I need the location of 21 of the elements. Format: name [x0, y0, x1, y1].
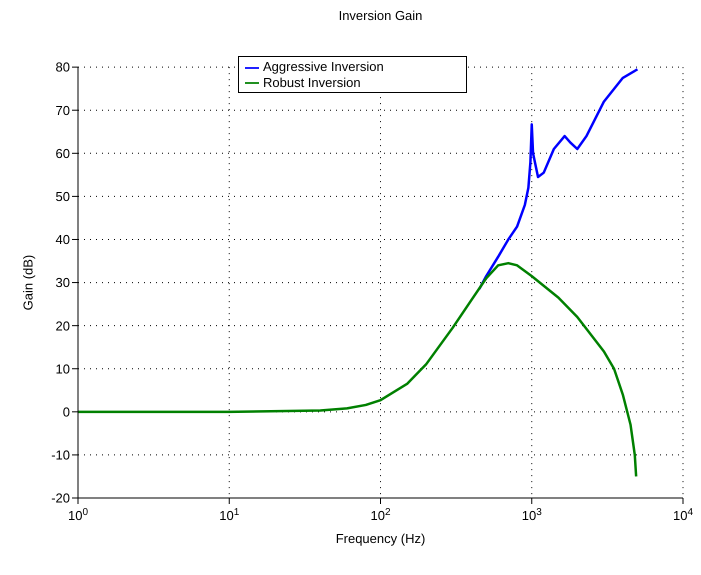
legend-label: Robust Inversion — [263, 74, 361, 90]
y-tick-label: 30 — [56, 275, 70, 290]
x-tick-label: 10$^{4}$ — [672, 506, 694, 523]
y-tick-label: 20 — [56, 318, 70, 334]
y-tick-label: -10 — [51, 448, 70, 463]
x-axis-title: Frequency (Hz) — [336, 531, 426, 546]
x-tick-label: 10$^{3}$ — [522, 506, 542, 523]
y-tick-label: 10 — [56, 361, 70, 376]
y-axis-title: Gain (dB) — [20, 254, 36, 310]
x-tick-label: 10$^{0}$ — [68, 506, 88, 523]
y-tick-label: 60 — [56, 146, 70, 161]
x-tick-label: 10$^{2}$ — [370, 506, 391, 523]
y-tick-label: 80 — [56, 60, 70, 75]
y-tick-label: 50 — [56, 189, 70, 204]
y-tick-label: 70 — [56, 102, 70, 118]
legend-label: Aggressive Inversion — [263, 59, 384, 74]
x-tick-label: 10$^{1}$ — [219, 506, 240, 523]
chart-title: Inversion Gain — [338, 8, 424, 23]
y-tick-label: 0 — [62, 404, 70, 420]
y-tick-label: 40 — [56, 232, 70, 248]
y-tick-label: -20 — [51, 490, 70, 506]
